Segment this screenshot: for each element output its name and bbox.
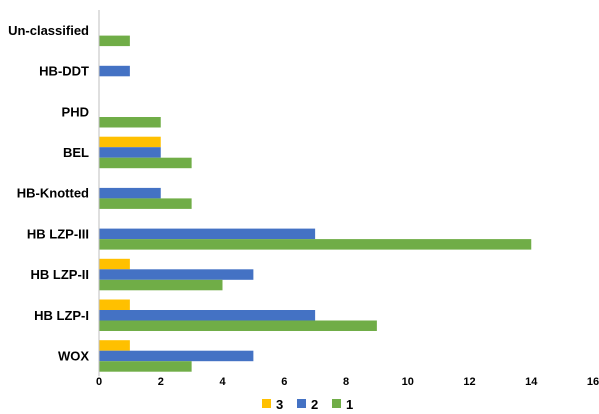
tick-label-3: 6 [281,376,287,388]
value-tick-labels: 0 2 4 6 8 10 12 14 16 [96,376,599,388]
tick-label-0: 0 [96,376,102,388]
bar-3-8 [99,340,130,351]
category-label-1: HB-DDT [39,64,89,79]
category-label-0: Un-classified [8,23,89,38]
bar-1-4 [99,198,192,209]
tick-label-1: 2 [158,376,164,388]
category-labels: Un-classified HB-DDT PHD BEL HB-Knotted HB LZ… [8,23,89,364]
bar-3-7 [99,299,130,310]
bar-1-6 [99,279,223,291]
bar-1-3 [99,157,192,169]
bar-3-6 [99,258,130,270]
bar-1-5 [99,239,532,250]
bar-2-7 [99,310,316,321]
tick-label-8: 16 [587,376,599,388]
legend-label-2: 2 [311,397,318,412]
bars-group [99,35,532,372]
category-label-5: HB LZP-III [27,226,89,241]
bar-2-1 [99,65,130,77]
bar-3-3 [99,136,161,148]
category-label-2: PHD [62,104,89,119]
bar-2-4 [99,187,161,199]
category-label-4: HB-Knotted [17,186,89,201]
tick-label-7: 14 [525,376,538,388]
legend-swatch-2 [297,399,306,408]
legend: 3 2 1 [262,397,353,412]
legend-swatch-1 [332,399,341,408]
legend-swatch-3 [262,399,271,408]
bar-1-7 [99,320,377,331]
bar-2-3 [99,147,161,158]
legend-label-3: 3 [276,397,283,412]
tick-label-2: 4 [219,376,226,388]
category-label-3: BEL [63,145,89,160]
category-label-7: HB LZP-I [34,308,89,323]
bar-1-8 [99,361,192,372]
bar-2-8 [99,350,254,362]
bar-1-2 [99,117,161,128]
bar-2-6 [99,269,254,280]
legend-label-1: 1 [346,397,353,412]
tick-label-5: 10 [402,376,414,388]
bar-1-0 [99,35,130,47]
tick-label-6: 12 [463,376,475,388]
category-label-8: WOX [58,348,89,363]
category-label-6: HB LZP-II [31,267,90,282]
bar-2-5 [99,228,316,240]
tick-label-4: 8 [343,376,349,388]
